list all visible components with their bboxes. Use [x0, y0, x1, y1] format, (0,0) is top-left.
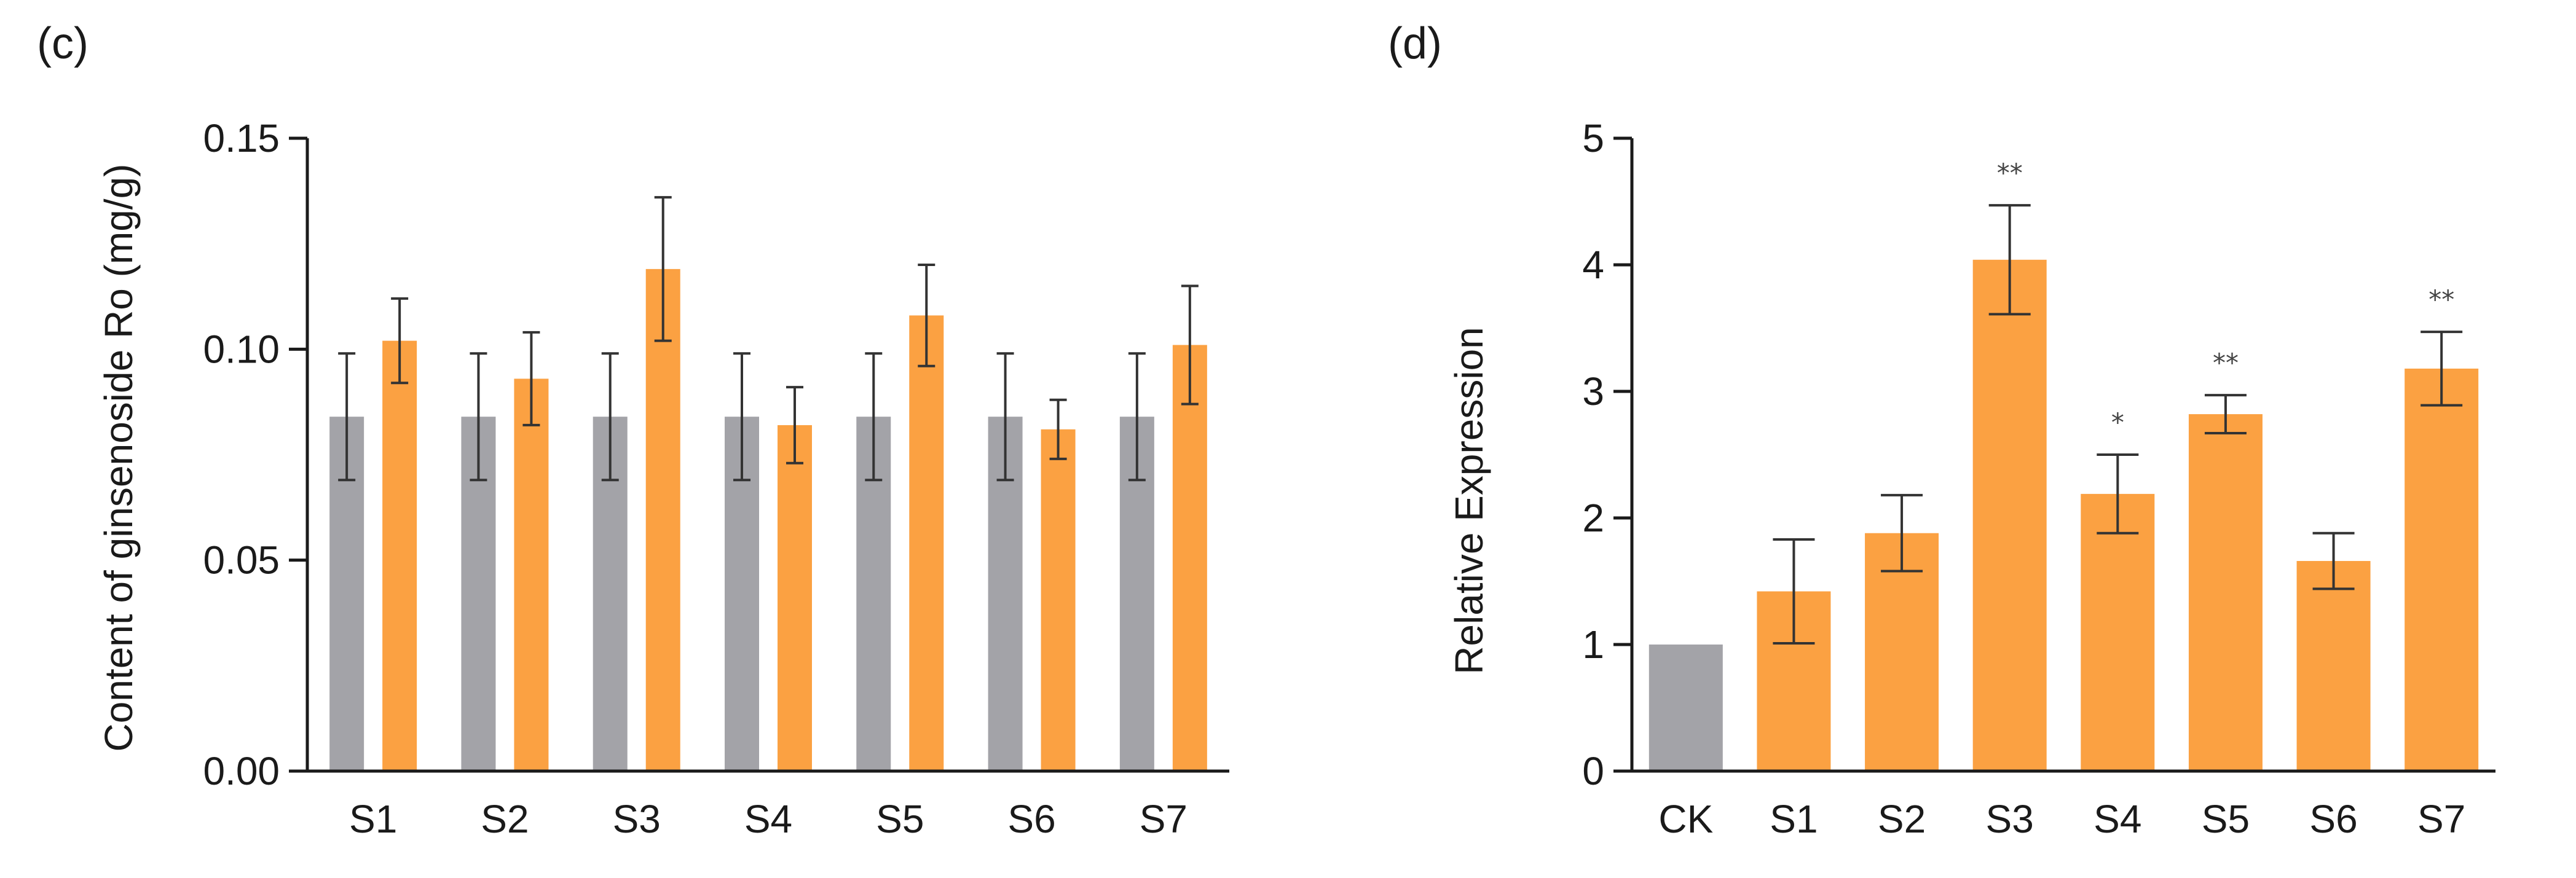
- panel-d-error-bar: [2097, 453, 2139, 535]
- panel-d-y-tick-label: 3: [1582, 369, 1604, 414]
- panel-d-y-ticks: 0 1 2 3 4 5: [1582, 116, 1632, 793]
- panel-c-category-label: S1: [349, 797, 397, 841]
- panel-c-y-tick-label: 0.10: [203, 327, 280, 371]
- panel-c-bar-treatment: [909, 315, 944, 771]
- panel-c-chart: (c) Content of ginsenoside Ro (mg/g) 0.0…: [37, 19, 1229, 841]
- panel-c-error-bar-treatment: [1049, 398, 1067, 460]
- panel-d-label: (d): [1388, 19, 1442, 68]
- panel-d-error-bar: [1773, 538, 1815, 645]
- panel-d-category-label: S4: [2093, 797, 2141, 841]
- panel-c-y-ticks: 0.00 0.05 0.10 0.15: [203, 116, 307, 793]
- panel-c-error-bar-control: [996, 352, 1014, 482]
- panel-c-bar-treatment: [1172, 345, 1207, 771]
- panel-d-error-bar: [2204, 394, 2247, 434]
- panel-d-bar: [2188, 414, 2263, 771]
- panel-c-error-bar-control: [733, 352, 750, 482]
- panel-c-error-bar-treatment: [1181, 284, 1199, 406]
- panel-c-category-label: S6: [1007, 797, 1055, 841]
- panel-d-y-tick-label: 0: [1582, 749, 1604, 793]
- panel-d-error-bars: [1773, 204, 2463, 645]
- panel-d-y-tick-label: 2: [1582, 496, 1604, 540]
- panel-d-significance-labels: *******: [1997, 158, 2455, 437]
- panel-c-error-bar-control: [338, 352, 356, 482]
- panel-c-category-label: S3: [613, 797, 661, 841]
- panel-d-bar: [2296, 561, 2371, 771]
- panel-d-bars: [1648, 259, 2479, 771]
- panel-c-bar-treatment: [382, 340, 417, 771]
- panel-d-y-tick-label: 1: [1582, 622, 1604, 667]
- panel-c-bar-treatment: [778, 425, 812, 771]
- panel-c-y-tick-label: 0.05: [203, 538, 280, 582]
- panel-c-error-bar-control: [1128, 352, 1146, 482]
- panel-c-error-bars: [338, 196, 1199, 482]
- panel-c-label: (c): [37, 19, 89, 68]
- panel-c-bars: [329, 268, 1207, 771]
- panel-c-bar-treatment: [1041, 429, 1076, 771]
- panel-d-significance-label: **: [2213, 348, 2239, 378]
- panel-c-error-bar-control: [865, 352, 883, 482]
- panel-c-category-label: S7: [1140, 797, 1188, 841]
- panel-d-bar: [1972, 259, 2047, 771]
- panel-d-category-label: S3: [1986, 797, 2034, 841]
- panel-c-bar-treatment: [645, 268, 680, 771]
- panel-d-category-label: CK: [1658, 797, 1713, 841]
- panel-d-error-bar: [1988, 204, 2031, 316]
- panel-c-y-tick-label: 0.00: [203, 749, 280, 793]
- panel-c-error-bar-control: [601, 352, 619, 482]
- panel-c-error-bar-treatment: [391, 297, 409, 385]
- panel-d-category-label: S1: [1770, 797, 1818, 841]
- panel-d-bar: [1648, 645, 1723, 771]
- panel-d-category-label: S5: [2202, 797, 2250, 841]
- panel-c-category-label: S4: [744, 797, 792, 841]
- panel-c-y-axis-title: Content of ginsenoside Ro (mg/g): [97, 164, 141, 752]
- panel-d-y-axis-title: Relative Expression: [1447, 327, 1491, 675]
- panel-d-error-bar: [2420, 331, 2463, 407]
- panel-d-error-bar: [1881, 493, 1923, 573]
- panel-d-error-bar: [2312, 531, 2355, 590]
- panel-c-category-label: S2: [481, 797, 529, 841]
- panel-d-significance-label: **: [2428, 284, 2454, 315]
- panel-c-y-tick-label: 0.15: [203, 116, 280, 160]
- panel-c-error-bar-treatment: [654, 196, 672, 342]
- panel-d-y-tick-label: 5: [1582, 116, 1604, 160]
- panel-c-bar-treatment: [514, 378, 549, 771]
- panel-d-y-tick-label: 4: [1582, 243, 1604, 287]
- panel-d-category-label: S2: [1878, 797, 1926, 841]
- panel-c-error-bar-treatment: [786, 386, 803, 464]
- panel-d-category-labels: CK S1 S2 S3 S4 S5 S6 S7: [1658, 797, 2465, 841]
- panel-c-category-label: S5: [876, 797, 924, 841]
- panel-c-error-bar-control: [470, 352, 487, 482]
- panel-c-category-labels: S1 S2 S3 S4 S5 S6 S7: [349, 797, 1188, 841]
- panel-c-error-bar-treatment: [522, 331, 540, 426]
- panel-d-bar: [2405, 368, 2479, 771]
- panel-c-error-bar-treatment: [918, 264, 935, 367]
- panel-d-bar: [2081, 493, 2155, 771]
- panel-d-category-label: S7: [2417, 797, 2465, 841]
- panel-d-category-label: S6: [2309, 797, 2357, 841]
- panel-d-significance-label: *: [2111, 407, 2124, 437]
- panel-d-bar: [1865, 533, 1939, 771]
- panel-d-significance-label: **: [1997, 158, 2023, 188]
